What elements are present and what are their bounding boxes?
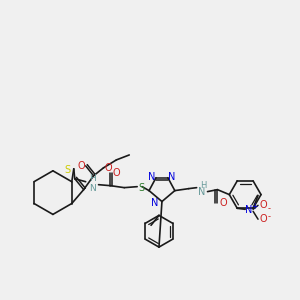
Text: S: S bbox=[138, 183, 144, 193]
Text: N: N bbox=[148, 172, 156, 182]
Text: -: - bbox=[267, 204, 270, 213]
Text: +: + bbox=[251, 202, 257, 211]
Text: N: N bbox=[151, 199, 159, 208]
Text: N: N bbox=[245, 205, 253, 215]
Text: O: O bbox=[220, 199, 227, 208]
Text: N: N bbox=[198, 187, 205, 196]
Text: O: O bbox=[259, 214, 267, 224]
Text: -: - bbox=[267, 212, 270, 221]
Text: S: S bbox=[65, 165, 71, 175]
Text: N: N bbox=[168, 172, 175, 182]
Text: O: O bbox=[112, 168, 120, 178]
Text: H: H bbox=[200, 181, 207, 190]
Text: O: O bbox=[259, 200, 267, 210]
Text: O: O bbox=[78, 161, 85, 171]
Text: H
N: H N bbox=[89, 174, 96, 194]
Text: O: O bbox=[105, 163, 112, 173]
